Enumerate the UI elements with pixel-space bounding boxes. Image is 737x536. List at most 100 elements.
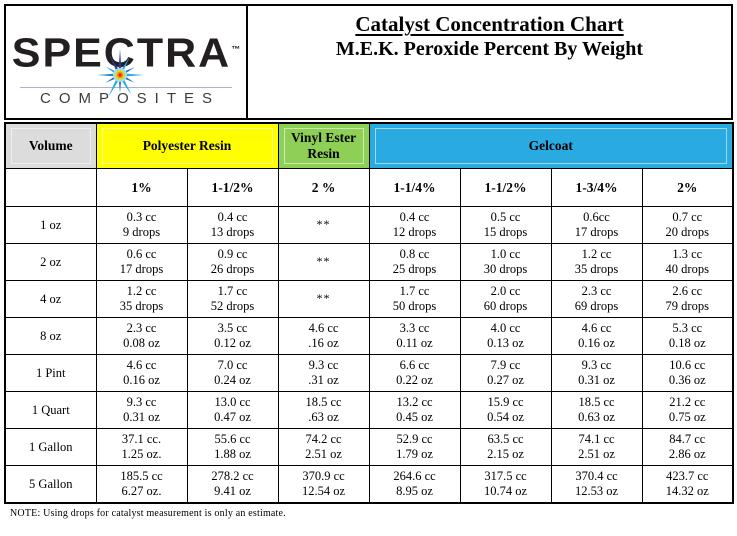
- chart-title-block: Catalyst Concentration Chart M.E.K. Pero…: [248, 6, 731, 118]
- data-cell-line: 2.51 oz: [578, 447, 615, 461]
- row-label-8-oz: 8 oz: [4, 317, 97, 355]
- group-header-gelcoat: Gelcoat: [368, 122, 734, 169]
- data-cell-line: 35 drops: [119, 299, 164, 313]
- data-cell: 7.9 cc 0.27 oz: [459, 354, 552, 392]
- data-cell: 185.5 cc 6.27 oz.: [95, 465, 188, 504]
- polyester-resin-label: Polyester Resin: [101, 128, 273, 164]
- data-cell-line: 18.5 cc: [305, 394, 342, 409]
- data-cell-line: 0.7 cc: [672, 209, 703, 224]
- data-cell: 63.5 cc 2.15 oz: [459, 428, 552, 466]
- data-cell-line: .31 oz: [308, 373, 339, 387]
- data-cell-line: 4.6 cc: [126, 357, 157, 372]
- company-logo: SPECTRA™ COMPOSITES: [6, 6, 248, 118]
- data-cell-line: 13 drops: [210, 225, 255, 239]
- data-cell: 21.2 cc 0.75 oz: [641, 391, 734, 429]
- data-cell: 0.8 cc 25 drops: [368, 243, 461, 281]
- data-cell-line: 13.2 cc: [396, 394, 433, 409]
- data-cell-line: 0.12 oz: [214, 336, 251, 350]
- data-cell-line: 55.6 cc: [214, 431, 251, 446]
- data-cell: 6.6 cc 0.22 oz: [368, 354, 461, 392]
- data-cell-line: 14.32 oz: [665, 484, 709, 498]
- data-cell-line: 0.47 oz: [214, 410, 251, 424]
- data-cell-line: 0.11 oz: [396, 336, 433, 350]
- data-cell: 0.6cc 17 drops: [550, 206, 643, 244]
- table-row: 1 Quart 9.3 cc 0.31 oz 13.0 cc 0.47 oz 18.5 c…: [4, 391, 734, 429]
- data-cell: 13.0 cc 0.47 oz: [186, 391, 279, 429]
- group-header-row: Volume Polyester Resin Vinyl Ester Resin…: [4, 122, 734, 169]
- data-cell-line: 2.86 oz: [668, 447, 706, 461]
- data-cell: 423.7 cc 14.32 oz: [641, 465, 734, 504]
- group-header-vinyl-ester-resin: Vinyl Ester Resin: [277, 122, 370, 169]
- data-cell-line: 7.9 cc: [490, 357, 521, 372]
- percent-header: 1-1/2%: [186, 168, 279, 207]
- data-cell-line: 26 drops: [210, 262, 255, 276]
- data-cell-line: 0.31 oz: [123, 410, 160, 424]
- catalyst-concentration-table: Volume Polyester Resin Vinyl Ester Resin…: [4, 122, 734, 504]
- data-cell-line: 0.54 oz: [487, 410, 524, 424]
- data-cell-line: 40 drops: [665, 262, 709, 276]
- data-cell-line: 3.3 cc: [399, 320, 430, 335]
- data-cell-line: 4.6 cc: [308, 320, 339, 335]
- data-cell-line: .16 oz: [308, 336, 339, 350]
- data-cell: 2.0 cc 60 drops: [459, 280, 552, 318]
- data-cell-line: 1.0 cc: [490, 246, 521, 261]
- data-cell-line: 0.16 oz: [123, 373, 160, 387]
- trademark-symbol: ™: [231, 44, 241, 54]
- no-data-cell: **: [277, 243, 370, 281]
- data-cell-line: 2.3 cc: [581, 283, 612, 298]
- data-cell: 1.7 cc 50 drops: [368, 280, 461, 318]
- data-cell: 1.0 cc 30 drops: [459, 243, 552, 281]
- data-cell: 0.7 cc 20 drops: [641, 206, 734, 244]
- data-cell-line: 185.5 cc: [120, 468, 163, 483]
- data-cell-line: 0.8 cc: [399, 246, 430, 261]
- data-cell-line: 52.9 cc: [396, 431, 433, 446]
- data-cell-line: 317.5 cc: [484, 468, 527, 483]
- data-cell-line: 13.0 cc: [214, 394, 251, 409]
- data-cell-line: 84.7 cc: [669, 431, 706, 446]
- data-cell: 0.9 cc 26 drops: [186, 243, 279, 281]
- percent-header: 1-3/4%: [550, 168, 643, 207]
- data-cell-line: 15 drops: [483, 225, 528, 239]
- data-cell-line: 12 drops: [392, 225, 437, 239]
- data-cell-line: 2.51 oz: [305, 447, 342, 461]
- data-cell-line: **: [316, 254, 331, 269]
- data-cell: 9.3 cc .31 oz: [277, 354, 370, 392]
- footnote: NOTE: Using drops for catalyst measureme…: [10, 508, 286, 519]
- data-cell-line: 278.2 cc: [211, 468, 254, 483]
- data-cell: 370.4 cc 12.53 oz: [550, 465, 643, 504]
- data-cell: 9.3 cc 0.31 oz: [550, 354, 643, 392]
- volume-header-cell: Volume: [4, 122, 97, 169]
- data-cell-line: 9.3 cc: [581, 357, 612, 372]
- data-cell-line: 1.88 oz: [214, 447, 251, 461]
- data-cell-line: 52 drops: [210, 299, 255, 313]
- data-cell: 2.6 cc 79 drops: [641, 280, 734, 318]
- data-cell-line: 4.0 cc: [490, 320, 521, 335]
- table-row: 2 oz 0.6 cc 17 drops 0.9 cc 26 drops ** 0.8 cc…: [4, 243, 734, 281]
- data-cell-line: 0.16 oz: [578, 336, 615, 350]
- data-cell: 1.3 cc 40 drops: [641, 243, 734, 281]
- percent-header-row: 1% 1-1/2% 2 % 1-1/4% 1-1/2% 1-3/4% 2%: [4, 168, 734, 207]
- table-row: 1 Pint 4.6 cc 0.16 oz 7.0 cc 0.24 oz 9.3 cc .3…: [4, 354, 734, 392]
- data-cell-line: 0.3 cc: [126, 209, 157, 224]
- row-label-2-oz: 2 oz: [4, 243, 97, 281]
- data-cell: 1.7 cc 52 drops: [186, 280, 279, 318]
- data-cell-line: 0.36 oz: [668, 373, 706, 387]
- data-cell: 264.6 cc 8.95 oz: [368, 465, 461, 504]
- data-cell-line: 69 drops: [574, 299, 619, 313]
- data-cell-line: 1.25 oz.: [121, 447, 162, 461]
- data-cell-line: 0.27 oz: [487, 373, 524, 387]
- data-cell: 0.3 cc 9 drops: [95, 206, 188, 244]
- data-cell-line: 0.4 cc: [399, 209, 430, 224]
- data-cell-line: 370.9 cc: [302, 468, 345, 483]
- row-label-5-gallon: 5 Gallon: [4, 465, 97, 504]
- data-cell-line: 0.6 cc: [126, 246, 157, 261]
- data-cell: 74.1 cc 2.51 oz: [550, 428, 643, 466]
- data-cell: 5.3 cc 0.18 oz: [641, 317, 734, 355]
- data-cell-line: 79 drops: [665, 299, 709, 313]
- table-row: 1 oz 0.3 cc 9 drops 0.4 cc 13 drops ** 0.4 cc 1…: [4, 206, 734, 244]
- data-cell: 9.3 cc 0.31 oz: [95, 391, 188, 429]
- percent-header: 2%: [641, 168, 734, 207]
- percent-header: 1-1/2%: [459, 168, 552, 207]
- data-cell: 1.2 cc 35 drops: [95, 280, 188, 318]
- volume-header-label: Volume: [11, 128, 91, 164]
